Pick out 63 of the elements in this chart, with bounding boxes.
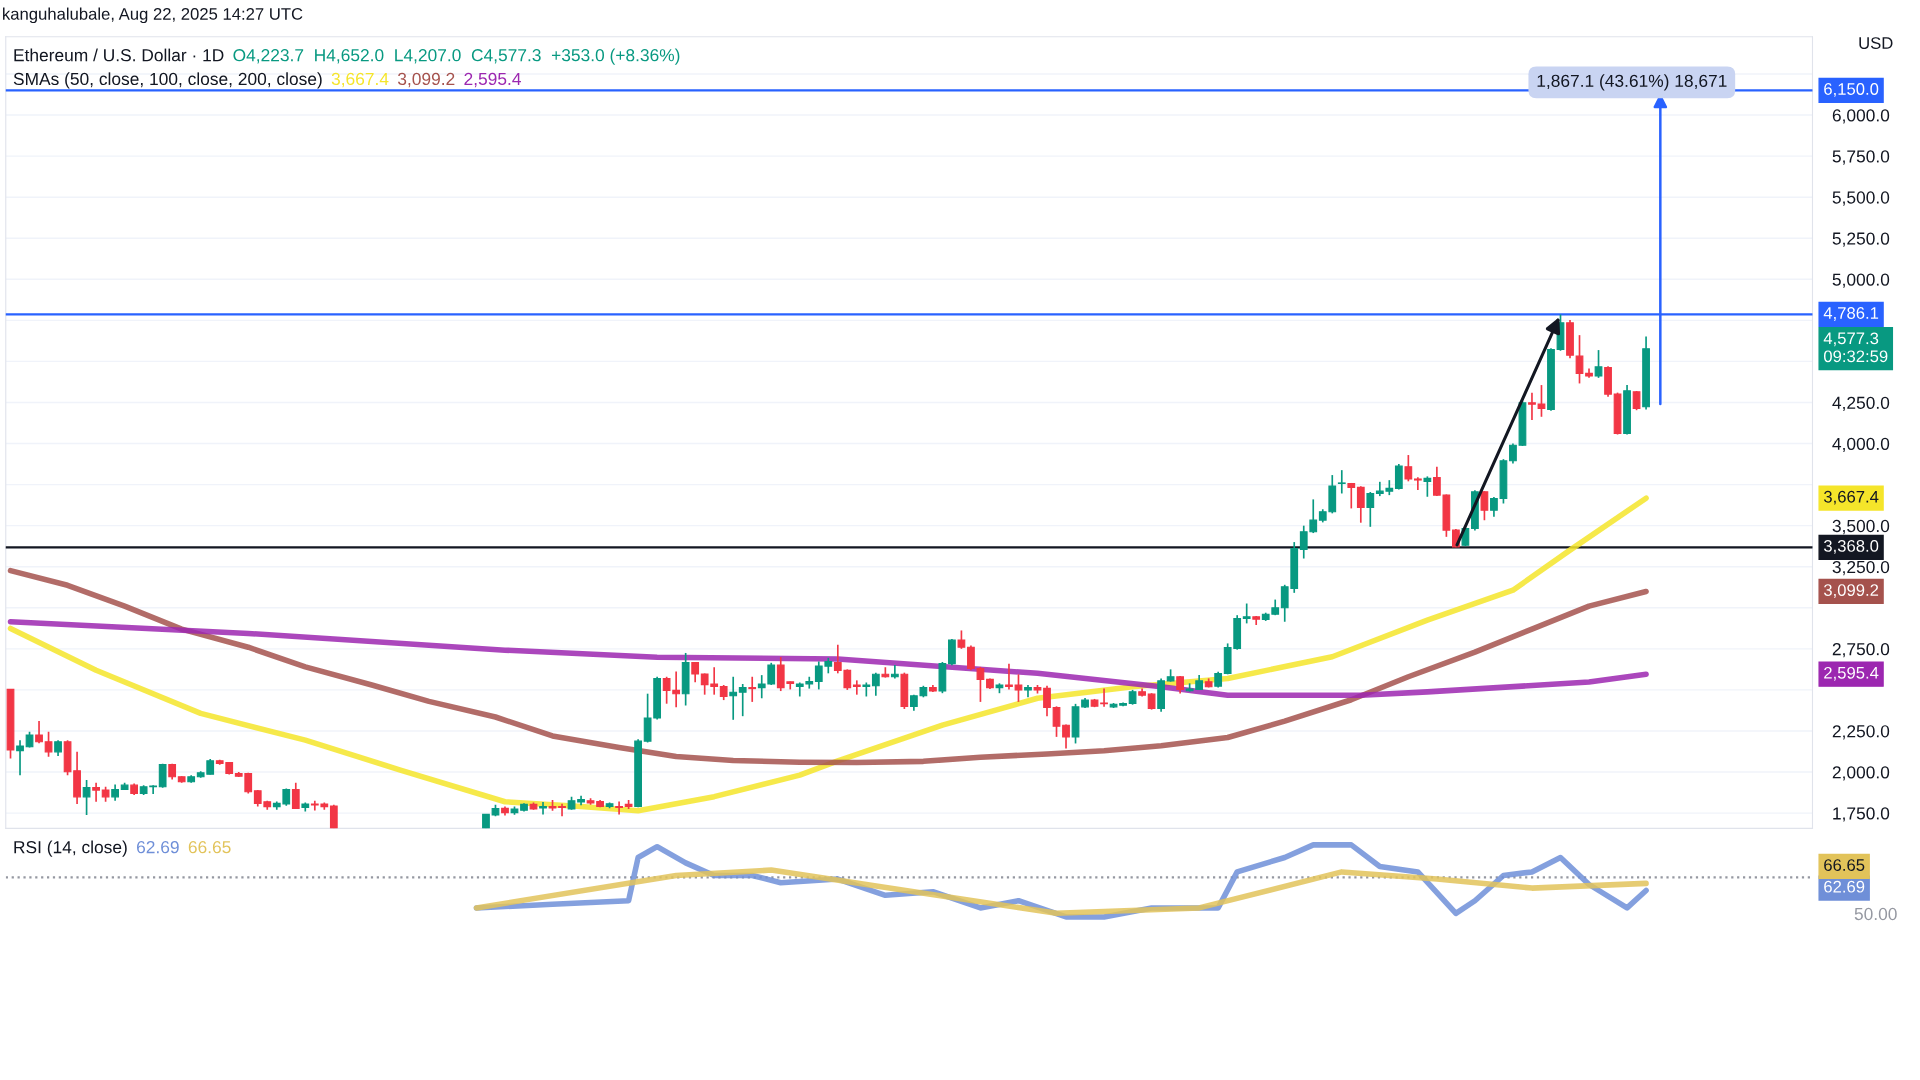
y-tick-label: 1,750.0 [1833,807,1890,822]
ref-line-label: 6,150.0 [1824,83,1879,97]
y-tick-label: 2,250.0 [1832,725,1890,740]
candlestick [291,781,300,810]
y-tick-label: 2,000.0 [1832,766,1890,781]
ref-line-label: 4,786.1 [1823,307,1879,321]
y-tick-label: 5,250.0 [1832,232,1890,247]
text: 50.00 [1854,907,1897,921]
candlestick [1347,482,1356,510]
text: 3,099.2 [1823,584,1879,598]
candlestick [948,638,956,667]
candlestick [82,779,91,816]
candlestick [1413,476,1422,491]
text: kanguhalubale, Aug 22, 2025 14:27 UTC [3,7,303,24]
annotation: 1,867.1 (43.61%) 18,671 [1537,74,1727,91]
y-tick-label: 5,500.0 [1832,191,1890,206]
annotation: 2,595.4 [464,72,521,88]
candlestick [748,675,757,703]
annotation: 62.69 [137,841,179,854]
candlestick [615,800,623,816]
candlestick [1404,454,1413,483]
candlestick [1356,485,1365,524]
annotation: 3,667.4 [331,72,389,88]
text: 66.65 [1824,859,1865,871]
y-tick-label: 4,250.0 [1832,396,1890,411]
y-tick-label: 3,250.0 [1832,560,1890,576]
text: 4,577.3 09:32:59 [1823,332,1888,363]
text: O4,223.7 H4,652.0 L4,207.0 C4,577.3 +353.0 (+8.36%) [233,48,680,65]
candlestick [1052,705,1061,738]
text: 2,595.4 [1824,666,1879,681]
annotation: 3,099.2 [397,72,455,88]
y-tick-label: 3,500.0 [1832,519,1890,535]
annotation: SMAs (50, close, 100, close, 200, close) [13,72,322,89]
candlestick [1062,723,1070,750]
y-tick-label: 4,000.0 [1832,437,1890,453]
candlestick [1394,463,1403,491]
ref-line-label: 3,368.0 [1823,540,1879,554]
candlestick [1423,475,1432,498]
candlestick [1366,491,1375,528]
candlestick [729,675,738,721]
y-tick-label: 2,750.0 [1832,643,1890,658]
y-tick-label: 5,000.0 [1832,273,1890,288]
text: Ethereum / U.S. Dollar · 1D [14,48,224,62]
candlestick [871,671,880,697]
candlestick [44,730,53,758]
y-tick-label: 6,000.0 [1832,109,1890,124]
candlestick [16,739,24,776]
candlestick [1242,602,1251,625]
candlestick [1337,469,1346,495]
candlestick [35,720,43,745]
chart-title: RSI (14, close) [14,840,127,857]
candlestick [92,781,100,803]
y-axis-title: USD [1859,37,1893,49]
candlestick [852,679,861,696]
candlestick [1043,684,1051,718]
y-tick-label: 5,750.0 [1832,150,1890,165]
text: 62.69 [1824,880,1865,893]
candlestick [738,683,747,718]
candlestick [1480,490,1489,522]
candlestick [1594,349,1603,379]
text: 3,667.4 [1823,490,1879,505]
candlestick [957,629,966,650]
annotation: 66.65 [188,841,231,854]
